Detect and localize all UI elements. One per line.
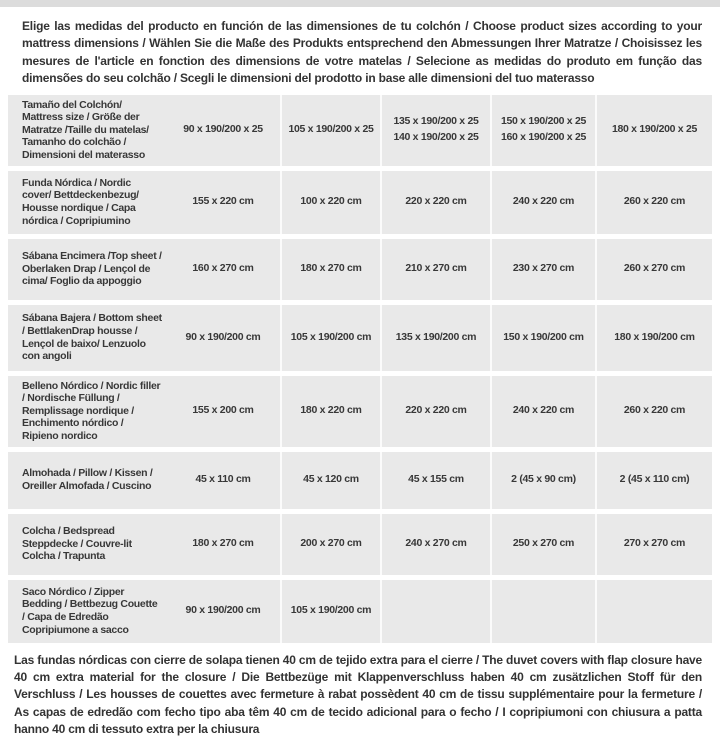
size-value: 45 x 120 cm <box>280 451 380 509</box>
size-value: 135 x 190/200 x 25 140 x 190/200 x 25 <box>380 94 490 166</box>
table-row: Tamaño del Colchón/ Mattress size / Größ… <box>8 94 712 166</box>
size-value: 155 x 200 cm <box>166 375 280 447</box>
row-label: Almohada / Pillow / Kissen / Oreiller Al… <box>8 451 166 509</box>
size-value: 220 x 220 cm <box>380 170 490 234</box>
table-row: Almohada / Pillow / Kissen / Oreiller Al… <box>8 451 712 509</box>
size-value: 240 x 220 cm <box>490 170 595 234</box>
table-row: Saco Nórdico / Zipper Bedding / Bettbezu… <box>8 579 712 643</box>
size-value: 230 x 270 cm <box>490 238 595 300</box>
table-row: Sábana Bajera / Bottom sheet / Bettlaken… <box>8 304 712 371</box>
row-label: Saco Nórdico / Zipper Bedding / Bettbezu… <box>8 579 166 643</box>
size-value: 2 (45 x 90 cm) <box>490 451 595 509</box>
row-label: Funda Nórdica / Nordic cover/ Bettdecken… <box>8 170 166 234</box>
size-value: 160 x 270 cm <box>166 238 280 300</box>
size-value: 45 x 155 cm <box>380 451 490 509</box>
footnote-text: Las fundas nórdicas con cierre de solapa… <box>14 652 702 737</box>
size-value: 180 x 190/200 cm <box>595 304 712 371</box>
size-value <box>595 579 712 643</box>
top-edge-strip <box>0 0 720 7</box>
size-value: 105 x 190/200 cm <box>280 579 380 643</box>
table-row: Funda Nórdica / Nordic cover/ Bettdecken… <box>8 170 712 234</box>
size-value: 105 x 190/200 cm <box>280 304 380 371</box>
size-value: 220 x 220 cm <box>380 375 490 447</box>
size-value: 90 x 190/200 cm <box>166 579 280 643</box>
size-value: 135 x 190/200 cm <box>380 304 490 371</box>
size-value: 270 x 270 cm <box>595 513 712 575</box>
row-label: Sábana Encimera /Top sheet / Oberlaken D… <box>8 238 166 300</box>
size-value: 180 x 190/200 x 25 <box>595 94 712 166</box>
size-value: 180 x 220 cm <box>280 375 380 447</box>
size-table: Tamaño del Colchón/ Mattress size / Größ… <box>8 94 712 643</box>
size-value: 240 x 270 cm <box>380 513 490 575</box>
size-value: 150 x 190/200 x 25 160 x 190/200 x 25 <box>490 94 595 166</box>
row-label: Tamaño del Colchón/ Mattress size / Größ… <box>8 94 166 166</box>
size-value: 2 (45 x 110 cm) <box>595 451 712 509</box>
size-value: 200 x 270 cm <box>280 513 380 575</box>
size-value: 90 x 190/200 x 25 <box>166 94 280 166</box>
size-value <box>380 579 490 643</box>
table-row: Colcha / Bedspread Steppdecke / Couvre-l… <box>8 513 712 575</box>
size-value: 45 x 110 cm <box>166 451 280 509</box>
table-row: Sábana Encimera /Top sheet / Oberlaken D… <box>8 238 712 300</box>
size-value: 105 x 190/200 x 25 <box>280 94 380 166</box>
row-label: Sábana Bajera / Bottom sheet / Bettlaken… <box>8 304 166 371</box>
size-value: 250 x 270 cm <box>490 513 595 575</box>
size-value: 150 x 190/200 cm <box>490 304 595 371</box>
table-row: Belleno Nórdico / Nordic filler / Nordis… <box>8 375 712 447</box>
size-value: 210 x 270 cm <box>380 238 490 300</box>
size-value <box>490 579 595 643</box>
size-value: 180 x 270 cm <box>166 513 280 575</box>
size-value: 100 x 220 cm <box>280 170 380 234</box>
size-value: 240 x 220 cm <box>490 375 595 447</box>
size-value: 90 x 190/200 cm <box>166 304 280 371</box>
row-label: Colcha / Bedspread Steppdecke / Couvre-l… <box>8 513 166 575</box>
size-value: 180 x 270 cm <box>280 238 380 300</box>
size-value: 155 x 220 cm <box>166 170 280 234</box>
size-value: 260 x 270 cm <box>595 238 712 300</box>
size-value: 260 x 220 cm <box>595 170 712 234</box>
size-value: 260 x 220 cm <box>595 375 712 447</box>
row-label: Belleno Nórdico / Nordic filler / Nordis… <box>8 375 166 447</box>
intro-text: Elige las medidas del producto en funció… <box>22 19 702 86</box>
